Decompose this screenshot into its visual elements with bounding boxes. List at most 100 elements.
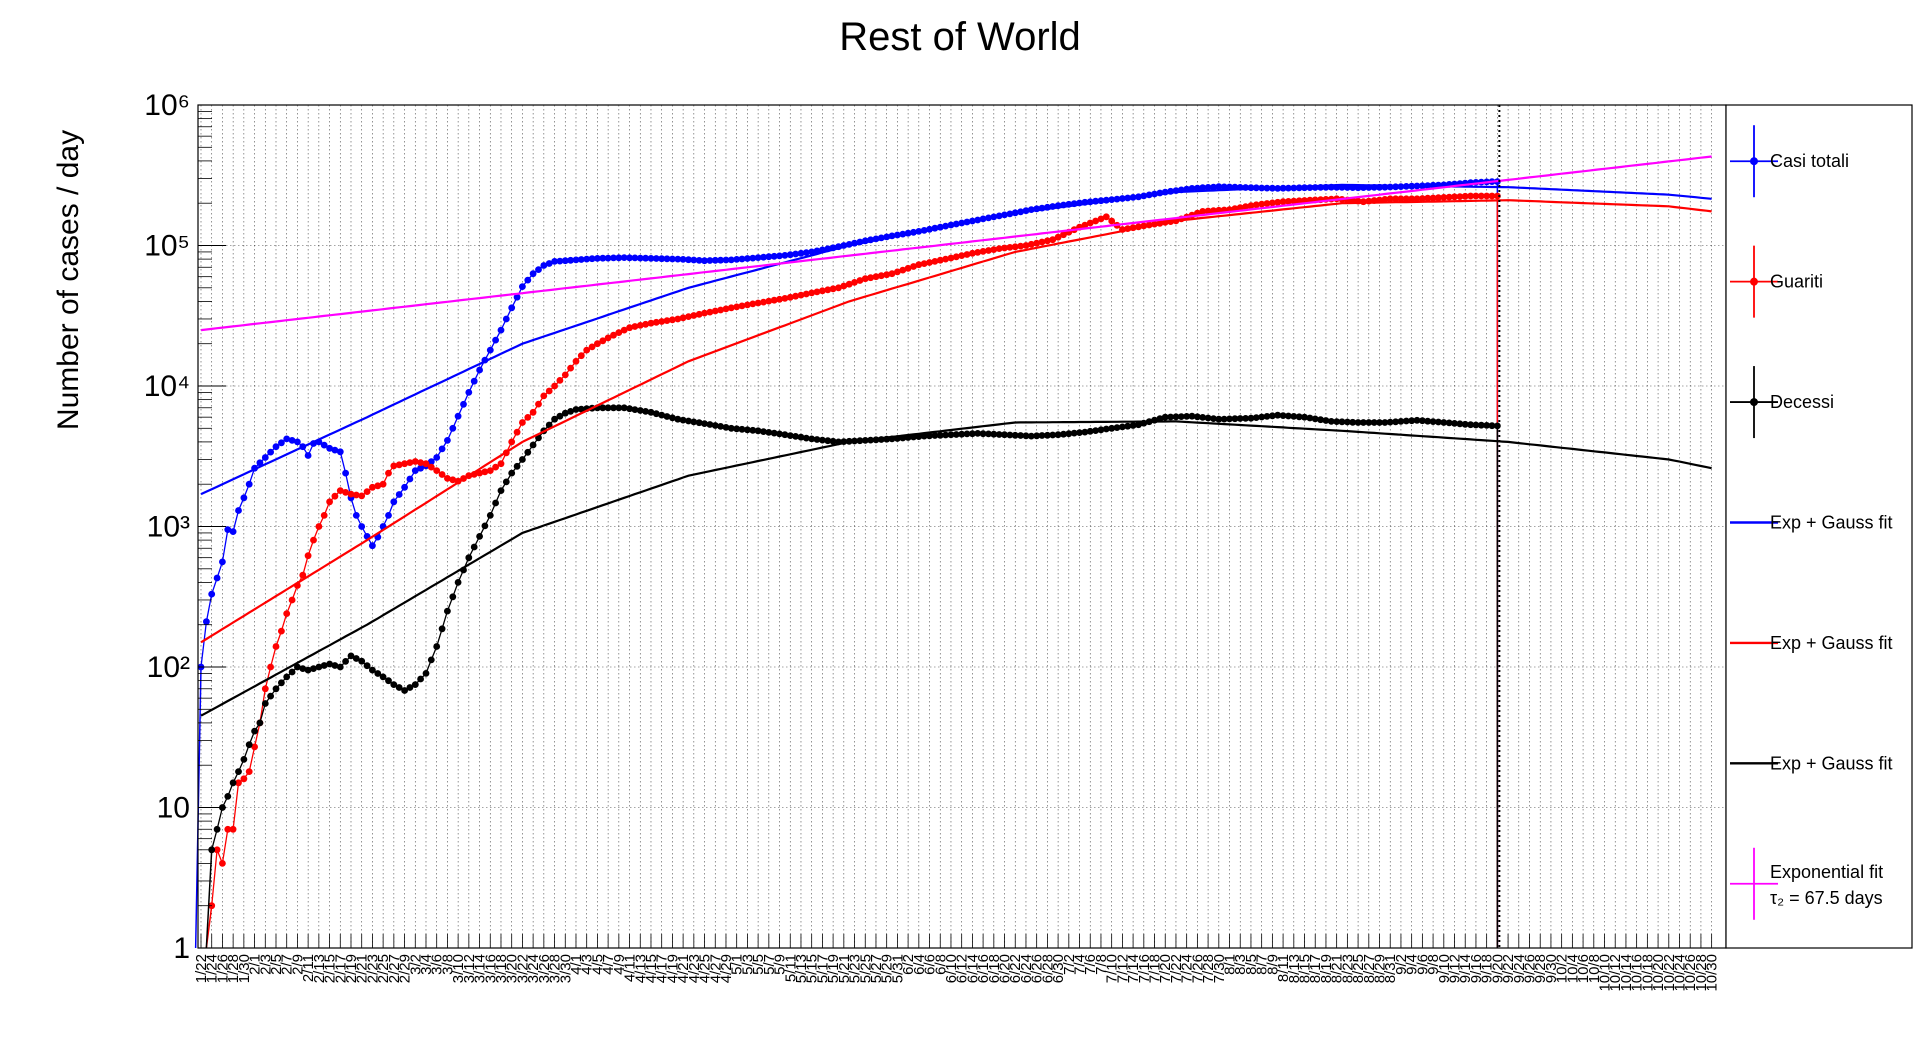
data-point [1092, 217, 1099, 225]
x-tick-label: 9/18 [1479, 954, 1496, 983]
data-point [1461, 420, 1469, 428]
data-point [1386, 195, 1394, 203]
data-point [797, 291, 805, 299]
data-point [588, 255, 596, 263]
data-point [567, 364, 574, 372]
data-point [1001, 244, 1008, 252]
data-point [760, 428, 767, 435]
data-point [931, 432, 939, 439]
data-point [1477, 192, 1485, 200]
data-point [272, 443, 280, 451]
x-tick-label: 2/25 [375, 954, 392, 983]
data-point [599, 337, 607, 345]
data-point [1102, 425, 1110, 433]
data-point [620, 326, 628, 334]
data-point [706, 308, 714, 316]
data-point [733, 425, 741, 433]
data-point [1022, 242, 1030, 249]
data-point [261, 700, 269, 707]
data-point [577, 405, 585, 413]
x-tick-label: 10/14 [1618, 954, 1635, 992]
data-point [1183, 413, 1191, 420]
data-point [320, 441, 328, 449]
data-point [444, 607, 451, 615]
data-point [797, 433, 805, 441]
x-tick-label: 8/31 [1382, 954, 1399, 983]
x-tick-label: 9/6 [1414, 954, 1431, 975]
y-tick-label: 10⁵ [144, 230, 190, 263]
data-point [1177, 413, 1185, 420]
data-point [390, 498, 398, 506]
data-point [1027, 432, 1035, 440]
data-point [856, 277, 864, 284]
data-point [1440, 419, 1448, 426]
data-point [497, 460, 505, 468]
data-point [385, 512, 392, 519]
data-point [363, 662, 371, 670]
x-tick-label: 4/19 [664, 954, 681, 983]
data-point [969, 430, 976, 438]
data-point [744, 255, 751, 262]
data-point [642, 254, 649, 262]
data-point [1424, 417, 1432, 425]
data-point [401, 460, 408, 468]
data-point [417, 459, 424, 466]
data-point [288, 668, 296, 676]
data-point [599, 404, 607, 412]
series-exp-gauss-fit [200, 183, 1712, 496]
data-point [331, 492, 339, 500]
data-point [615, 254, 623, 262]
data-point [1102, 213, 1110, 221]
data-point [561, 409, 569, 417]
x-tick-label: 5/23 [847, 954, 864, 983]
data-point [754, 254, 762, 261]
data-point [320, 662, 328, 669]
x-tick-label: 4/25 [697, 954, 714, 983]
data-point [486, 346, 494, 354]
data-point [658, 318, 666, 325]
data-point [829, 437, 837, 445]
data-point [1204, 207, 1212, 215]
data-point [438, 445, 446, 453]
data-point [1220, 415, 1228, 423]
y-tick-label: 10² [147, 651, 190, 684]
x-tick-label: 2/13 [311, 954, 328, 983]
legend-label: Guariti [1770, 272, 1823, 292]
data-point [1360, 419, 1367, 426]
data-point [1070, 429, 1078, 437]
x-tick-label: 8/5 [1243, 954, 1260, 975]
x-tick-label: 8/27 [1361, 954, 1378, 983]
data-point [385, 469, 392, 477]
data-point [1365, 419, 1373, 426]
data-point [444, 437, 451, 444]
x-tick-label: 4/3 [579, 954, 596, 975]
data-point [910, 263, 917, 270]
data-point [502, 315, 510, 323]
data-point [304, 666, 312, 674]
data-point [1199, 414, 1207, 421]
data-point [401, 687, 408, 694]
data-point [529, 408, 537, 416]
data-point [374, 482, 382, 490]
data-point [620, 404, 628, 412]
data-point [808, 435, 816, 443]
data-point [1483, 422, 1491, 429]
data-point [888, 270, 896, 278]
data-point [476, 469, 483, 477]
data-point [1295, 413, 1303, 421]
data-point [245, 480, 253, 488]
x-tick-label: 5/29 [879, 954, 896, 983]
data-point [936, 256, 944, 264]
x-tick-label: 6/30 [1050, 954, 1067, 983]
x-tick-label: 6/4 [911, 954, 928, 975]
data-point [808, 289, 816, 297]
data-point [1392, 195, 1399, 203]
data-point [727, 304, 735, 312]
x-tick-label: 7/20 [1157, 954, 1174, 983]
data-point [786, 251, 794, 259]
data-point [427, 656, 435, 664]
x-tick-label: 7/8 [1093, 954, 1110, 975]
data-point [1220, 183, 1228, 191]
data-point [1445, 419, 1453, 427]
data-point [1258, 413, 1266, 421]
